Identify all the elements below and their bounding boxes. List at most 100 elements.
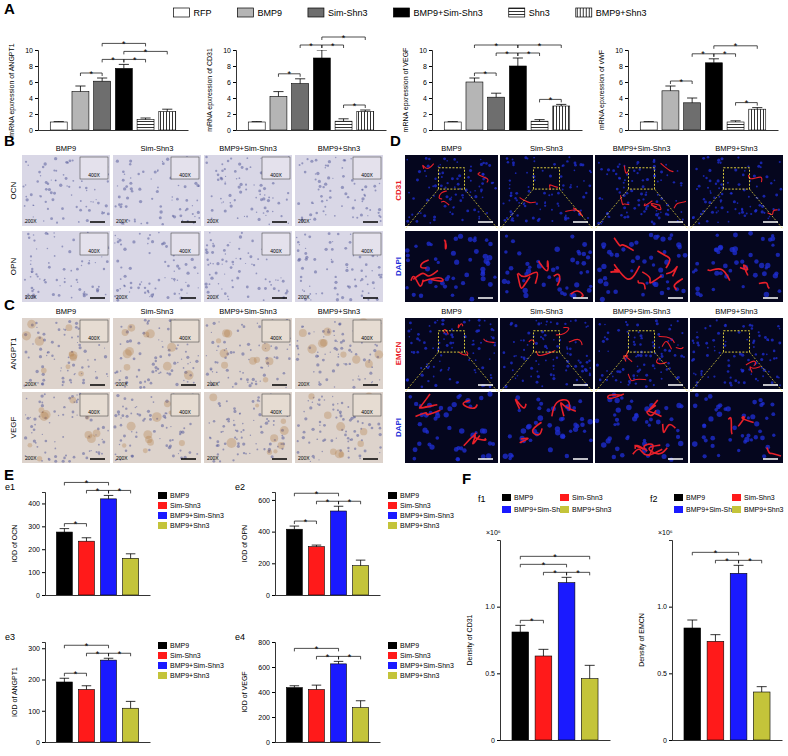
bar [553,106,570,130]
bar [313,58,330,130]
texture [416,178,419,181]
texture [54,255,56,257]
texture [364,449,367,452]
tick-mark [42,742,45,743]
y-tick: 600 [258,664,275,671]
texture [44,281,46,283]
texture [242,423,244,425]
magnification: 200X [25,455,37,461]
texture [25,198,28,201]
texture [25,414,26,415]
texture [55,448,57,450]
texture [233,407,236,410]
row-label: OPN [9,258,18,276]
y-tick: 100 [28,569,45,576]
chart: 0100200300400IOD of OCNe1**** [5,478,151,599]
texture [101,453,103,455]
tick-mark [42,503,45,504]
tick-mark [233,130,236,131]
texture [318,459,319,460]
texture [212,245,215,248]
texture [379,446,381,448]
texture [319,185,322,188]
texture [332,241,333,242]
texture [60,370,61,371]
texture [271,455,274,458]
y-axis-line [272,643,276,743]
texture [139,200,142,203]
tick-label: 4 [227,95,231,102]
texture [256,449,258,451]
texture [77,342,78,343]
texture [268,196,270,198]
texture [117,185,118,186]
chart: 0246810mRNA epxression of ANGPT1***** [8,39,189,137]
panel-label: E [4,466,14,483]
inset-magnification: 400X [179,172,191,178]
texture [161,223,163,225]
texture [76,206,78,208]
legend-label: Sim-Shn3 [170,652,201,659]
texture [245,263,246,264]
tick-label: 400 [258,528,270,535]
error-bar [295,79,305,84]
texture [39,348,42,351]
legend-swatch [388,492,397,499]
texture [361,278,364,281]
tick-label: 800 [258,639,270,646]
error-bar [752,108,762,110]
texture [139,283,141,285]
error-bar [448,121,458,122]
texture [301,162,303,164]
legend-swatch [388,512,397,519]
texture [59,184,62,187]
texture [169,439,171,441]
texture [181,431,184,434]
texture [451,213,453,215]
texture [233,351,235,353]
plot-area [56,658,138,742]
texture [63,406,65,408]
tick-mark [272,667,275,668]
significance-mark: * [549,95,553,105]
error-bar [60,678,70,682]
x-axis-line [39,130,189,131]
texture [222,263,223,264]
texture [352,386,355,389]
texture [69,379,72,382]
row-label: OCN [9,181,18,199]
texture [335,276,337,278]
bar [353,708,369,742]
error-bar [757,687,767,692]
legend-label: BMP9+Sim-Shn3 [514,506,568,513]
texture [152,363,155,366]
texture [71,416,73,418]
texture [71,194,73,196]
error-bar [104,495,114,498]
texture [340,341,343,344]
texture [303,411,305,413]
texture [129,445,131,447]
texture [362,290,364,292]
texture [150,382,153,385]
bar [286,688,302,742]
legend-label: BMP9+Sim-Shn3 [170,662,224,669]
tick-label: 0 [266,592,270,599]
tick-label: 8 [619,63,623,70]
texture [211,195,213,197]
texture [62,217,65,220]
texture [93,429,101,437]
texture [329,190,331,192]
plot-area [286,506,368,595]
texture [151,370,154,373]
texture [130,286,133,289]
texture [273,424,275,426]
texture [143,448,148,453]
legend-label: Sim-Shn3 [328,8,368,18]
texture [345,263,348,266]
texture [218,321,219,322]
significance-mark: * [748,556,752,566]
texture [68,460,71,463]
error-bar [687,620,697,628]
y-tick: 0.5 [657,670,672,677]
